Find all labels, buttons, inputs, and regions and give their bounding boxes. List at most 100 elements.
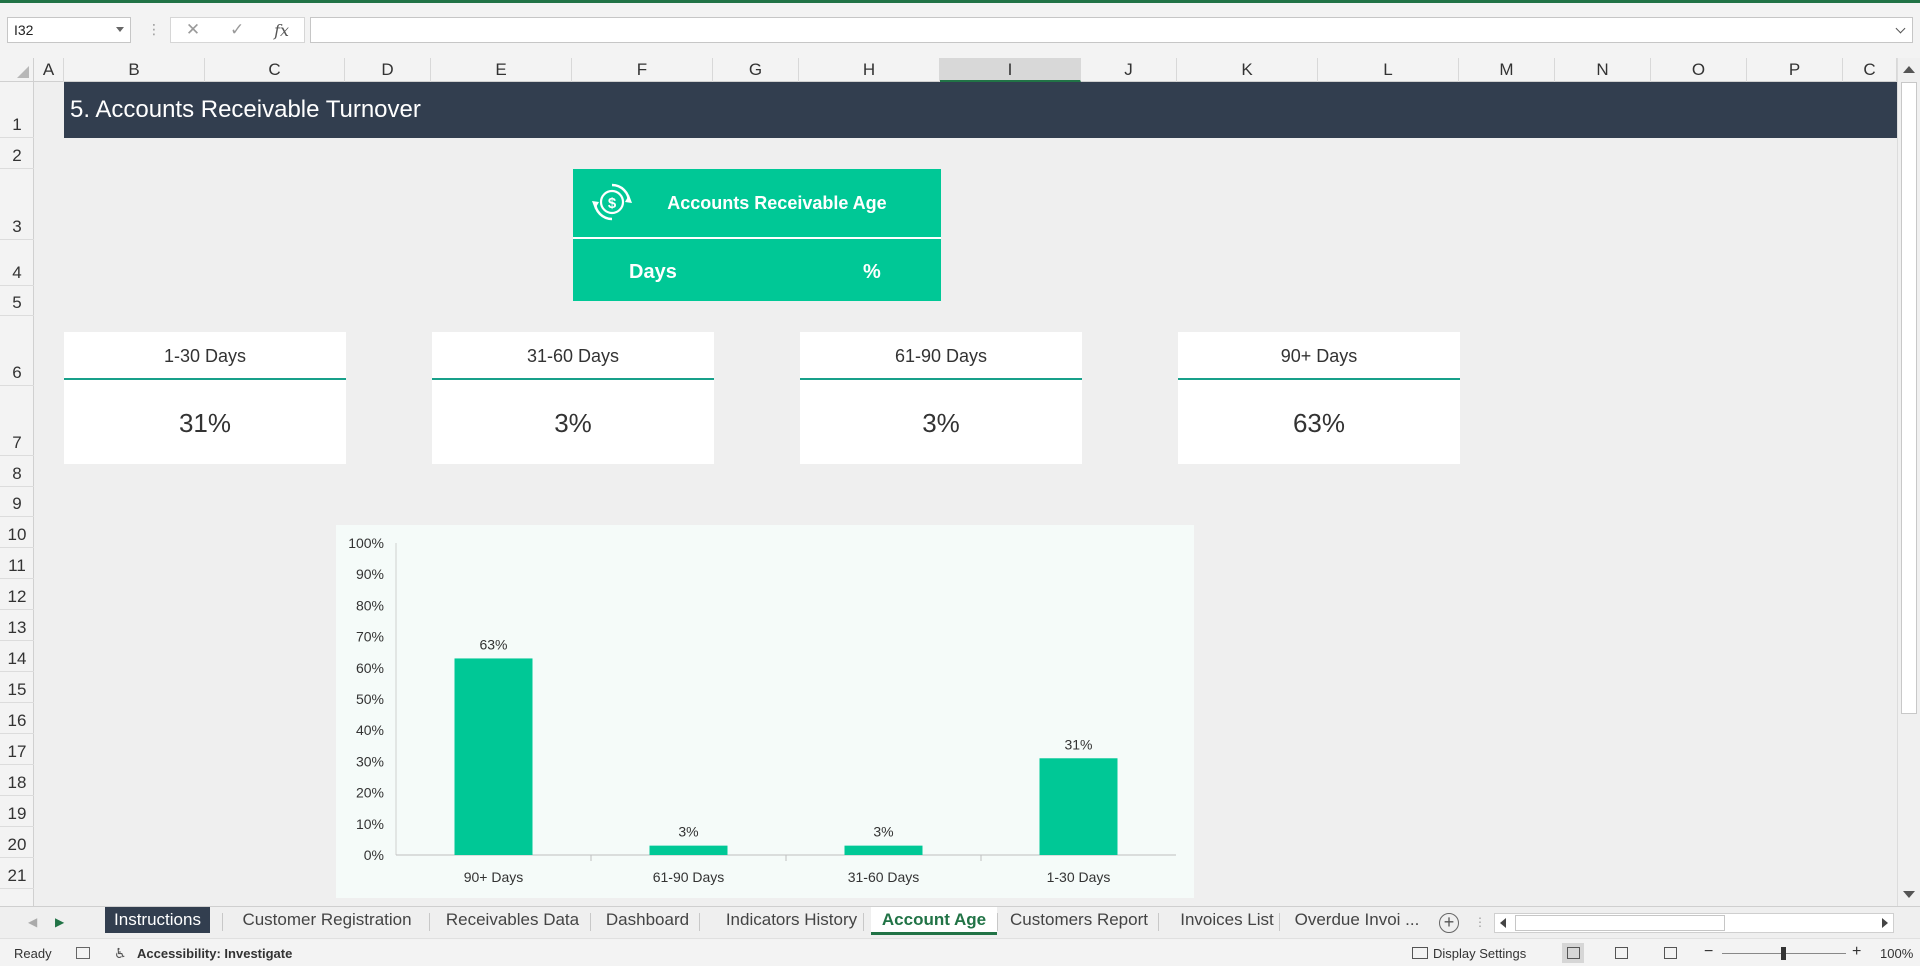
column-header[interactable]: G <box>713 58 799 82</box>
formula-input[interactable] <box>310 17 1913 43</box>
column-header[interactable]: P <box>1747 58 1843 82</box>
cancel-icon[interactable]: ✕ <box>185 20 201 39</box>
sheet-tab[interactable]: Indicators History <box>725 910 858 929</box>
zoom-in-icon[interactable]: + <box>1852 943 1862 960</box>
column-header[interactable]: O <box>1651 58 1747 82</box>
page-break-button[interactable] <box>1659 943 1681 963</box>
tab-scroll-left-icon[interactable]: ◀ <box>28 915 38 929</box>
display-settings[interactable]: Display Settings <box>1433 946 1527 961</box>
row-header[interactable]: 21 <box>0 858 34 889</box>
column-header[interactable]: M <box>1459 58 1555 82</box>
add-sheet-icon[interactable]: + <box>1439 913 1459 933</box>
column-header[interactable]: D <box>345 58 431 82</box>
column-header[interactable]: L <box>1318 58 1459 82</box>
row-header[interactable]: 15 <box>0 672 34 703</box>
insert-function-icon[interactable]: fx <box>274 20 290 40</box>
normal-view-button[interactable] <box>1562 943 1584 963</box>
vertical-scrollbar[interactable] <box>1897 58 1920 906</box>
scrollbar-thumb[interactable] <box>1901 82 1917 714</box>
accessibility-icon[interactable]: ♿ <box>114 945 127 961</box>
sheet-tab[interactable]: Dashboard <box>605 910 690 929</box>
enter-icon[interactable]: ✓ <box>230 20 245 39</box>
accessibility-status[interactable]: Accessibility: Investigate <box>137 946 293 961</box>
sheet-tab[interactable]: Invoices List <box>1180 910 1274 929</box>
data-label: 3% <box>678 824 698 840</box>
more-options-icon[interactable]: ⋮ <box>147 21 161 37</box>
row-header[interactable]: 10 <box>0 517 34 548</box>
row-header[interactable]: 8 <box>0 456 34 487</box>
row-header[interactable]: 19 <box>0 796 34 827</box>
account-age-chart[interactable]: 0% 10% 20% 30% 40% 50% 60% 70% 80% 90% 100% 63% 90+ … <box>336 525 1194 898</box>
column-header[interactable]: A <box>34 58 64 82</box>
sheet-tab-bar: ◀ ▶ Instructions Customer Registration Rec… <box>0 906 1920 938</box>
row-header[interactable]: 14 <box>0 641 34 672</box>
sheet-tab[interactable]: Account Age <box>871 907 997 935</box>
row-header[interactable]: 7 <box>0 386 34 456</box>
zoom-level[interactable]: 100% <box>1880 946 1914 961</box>
row-header[interactable]: 17 <box>0 734 34 765</box>
chart-bar <box>844 845 923 855</box>
row-header[interactable]: 5 <box>0 286 34 316</box>
row-header[interactable]: 12 <box>0 579 34 610</box>
sheet-tab[interactable]: Receivables Data <box>445 910 580 929</box>
worksheet-grid[interactable]: 5. Accounts Receivable Turnover $ Accoun… <box>34 82 1897 906</box>
row-header[interactable]: 18 <box>0 765 34 796</box>
column-header[interactable]: J <box>1081 58 1177 82</box>
scroll-down-icon[interactable] <box>1903 891 1915 898</box>
column-header[interactable]: I <box>940 58 1081 82</box>
row-header[interactable]: 20 <box>0 827 34 858</box>
row-header[interactable]: 9 <box>0 487 34 517</box>
tab-scroll-right-icon[interactable]: ▶ <box>55 915 65 929</box>
column-header[interactable]: C <box>205 58 345 82</box>
display-settings-icon[interactable] <box>1412 947 1428 959</box>
zoom-slider-thumb[interactable] <box>1781 947 1786 960</box>
chart-bar <box>649 845 728 855</box>
row-header[interactable]: 11 <box>0 548 34 579</box>
zoom-out-icon[interactable]: − <box>1704 943 1714 960</box>
sheet-tab[interactable]: Customers Report <box>1010 910 1148 929</box>
row-header[interactable]: 3 <box>0 169 34 240</box>
select-all-button[interactable] <box>0 58 34 82</box>
more-tabs-icon[interactable]: ⋮ <box>1474 915 1486 929</box>
scroll-up-icon[interactable] <box>1903 66 1915 73</box>
row-header-label: 3 <box>12 217 22 236</box>
select-all-icon <box>17 66 29 78</box>
row-header[interactable]: 6 <box>0 316 34 386</box>
x-tick-label: 90+ Days <box>464 869 524 885</box>
column-header[interactable]: B <box>64 58 205 82</box>
row-header[interactable]: 2 <box>0 138 34 169</box>
column-header[interactable]: K <box>1177 58 1318 82</box>
kpi-card-label: 61-90 Days <box>800 332 1082 380</box>
expand-formula-icon[interactable] <box>1895 23 1906 34</box>
row-header-label: 18 <box>7 773 27 792</box>
macro-record-icon[interactable] <box>76 947 90 959</box>
row-header-label: 15 <box>7 680 27 699</box>
horizontal-scrollbar[interactable] <box>1494 913 1894 933</box>
scroll-left-icon[interactable] <box>1500 918 1506 928</box>
sheet-title: 5. Accounts Receivable Turnover <box>64 82 1897 138</box>
sheet-tab[interactable]: Overdue Invoi ... <box>1294 910 1420 929</box>
page-layout-button[interactable] <box>1610 943 1632 963</box>
y-tick-label: 0% <box>364 847 384 863</box>
column-header[interactable]: C <box>1843 58 1897 82</box>
kpi-card-label: 1-30 Days <box>64 332 346 380</box>
kpi-card-value: 3% <box>922 408 960 438</box>
ar-age-title: Accounts Receivable Age <box>667 193 887 213</box>
name-box[interactable]: I32 <box>7 17 131 43</box>
chevron-down-icon[interactable] <box>116 27 124 32</box>
scroll-right-icon[interactable] <box>1882 918 1888 928</box>
row-header[interactable]: 4 <box>0 240 34 286</box>
sheet-tab[interactable]: Customer Registration <box>242 910 412 929</box>
sheet-tab[interactable]: Instructions <box>105 907 210 933</box>
row-header[interactable]: 13 <box>0 610 34 641</box>
row-header[interactable]: 16 <box>0 703 34 734</box>
y-tick-label: 60% <box>356 660 384 676</box>
page-break-icon <box>1664 947 1677 959</box>
column-header[interactable]: H <box>799 58 940 82</box>
column-header[interactable]: F <box>572 58 713 82</box>
status-bar: Ready ♿ Accessibility: Investigate Displ… <box>0 938 1920 966</box>
hscroll-thumb[interactable] <box>1515 915 1725 931</box>
row-header[interactable]: 1 <box>0 82 34 138</box>
column-header[interactable]: E <box>431 58 572 82</box>
column-header[interactable]: N <box>1555 58 1651 82</box>
